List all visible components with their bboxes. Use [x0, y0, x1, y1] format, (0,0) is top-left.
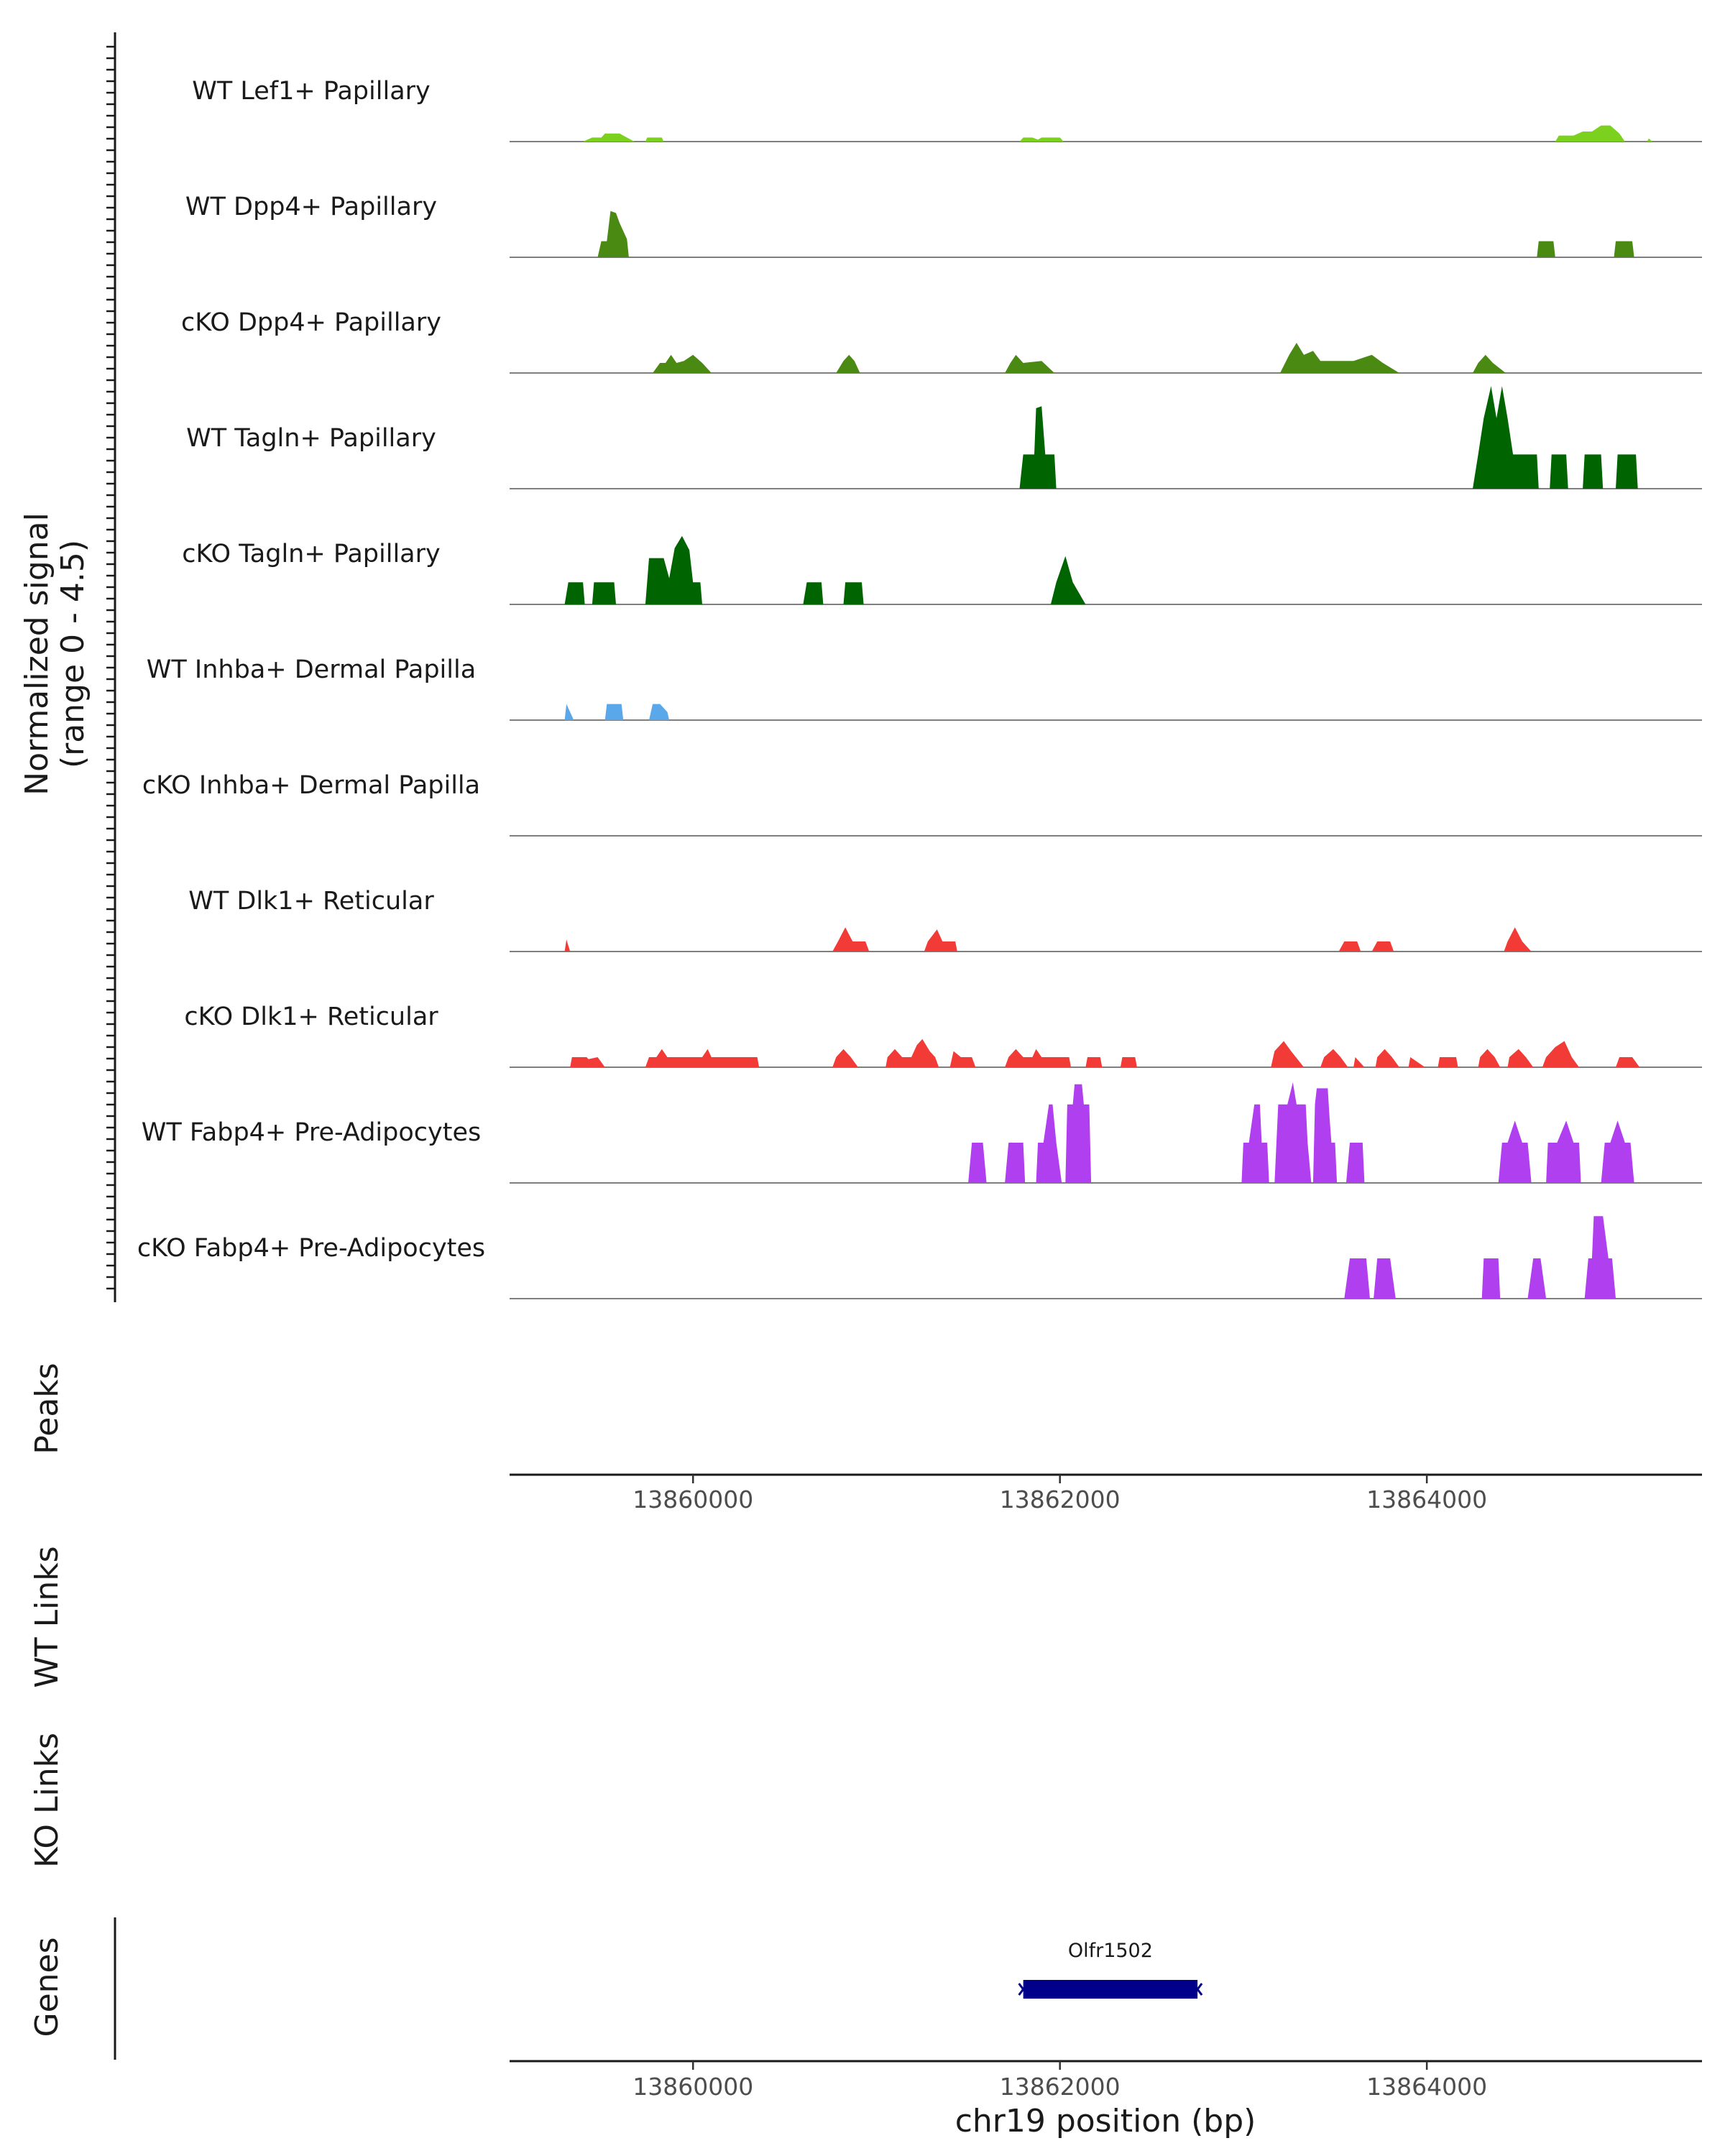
genes-x-axis-ticks: 13860000 13862000 13864000 — [632, 2061, 1487, 2101]
gene-body — [1023, 1980, 1198, 1999]
gene-annotations: Olfr1502 — [1018, 1940, 1203, 1999]
track-label: cKO Dpp4+ Papillary — [181, 308, 441, 337]
x-tick-label: 13860000 — [632, 2073, 753, 2101]
gene-strand-marker — [1018, 1983, 1029, 1996]
track-signal-area — [597, 211, 1634, 257]
track-signal-area — [564, 927, 1532, 952]
track-signal-area — [564, 704, 670, 720]
track-label: cKO Tagln+ Papillary — [182, 540, 441, 568]
track-signal-area — [570, 1038, 1640, 1067]
track-signal-area — [968, 1082, 1634, 1183]
x-tick-label: 13862000 — [1000, 1485, 1121, 1514]
peaks-panel-label: Peaks — [29, 1363, 65, 1454]
track-label: WT Fabp4+ Pre-Adipocytes — [142, 1118, 481, 1147]
gene-strand-marker — [1192, 1983, 1203, 1996]
track-6: WT Inhba+ Dermal Papilla — [147, 655, 1702, 721]
track-9: cKO Dlk1+ Reticular — [184, 1003, 1702, 1068]
track-11: cKO Fabp4+ Pre-Adipocytes — [137, 1216, 1702, 1299]
wt-links-panel-label: WT Links — [29, 1546, 65, 1687]
track-label: WT Dlk1+ Reticular — [188, 887, 434, 916]
signal-axis-title-line2: (range 0 - 4.5) — [55, 540, 91, 768]
track-signal-area — [1019, 386, 1638, 489]
x-tick-label: 13864000 — [1366, 1485, 1487, 1514]
x-tick-label: 13864000 — [1366, 2073, 1487, 2101]
track-label: WT Dpp4+ Papillary — [185, 193, 437, 221]
track-7: cKO Inhba+ Dermal Papilla — [142, 771, 1702, 837]
track-signal-area — [583, 125, 1653, 142]
track-10: WT Fabp4+ Pre-Adipocytes — [142, 1082, 1702, 1184]
x-axis-title: chr19 position (bp) — [955, 2103, 1256, 2139]
track-2: WT Dpp4+ Papillary — [185, 193, 1702, 258]
x-tick-label: 13862000 — [1000, 2073, 1121, 2101]
genes-panel-label: Genes — [29, 1937, 65, 2037]
track-label: WT Lef1+ Papillary — [192, 77, 431, 106]
x-tick-label: 13860000 — [632, 1485, 753, 1514]
track-label: cKO Inhba+ Dermal Papilla — [142, 771, 480, 800]
signal-axis-ticks — [106, 45, 115, 1290]
track-signal-area — [653, 343, 1506, 373]
track-5: cKO Tagln+ Papillary — [182, 535, 1702, 605]
track-label: cKO Dlk1+ Reticular — [184, 1003, 438, 1031]
ko-links-panel-label: KO Links — [29, 1733, 65, 1868]
track-label: cKO Fabp4+ Pre-Adipocytes — [137, 1234, 485, 1263]
track-signal-area — [1344, 1216, 1616, 1299]
track-signal-area — [564, 535, 1086, 604]
track-4: WT Tagln+ Papillary — [186, 386, 1702, 489]
signal-axis-title: Normalized signal (range 0 - 4.5) — [19, 512, 91, 796]
gene-label: Olfr1502 — [1068, 1940, 1153, 1962]
track-label: WT Tagln+ Papillary — [186, 424, 436, 453]
coverage-tracks: WT Lef1+ Papillary WT Dpp4+ Papillary cKO … — [137, 77, 1702, 1299]
track-3: cKO Dpp4+ Papillary — [181, 308, 1702, 374]
track-1: WT Lef1+ Papillary — [192, 77, 1702, 142]
track-label: WT Inhba+ Dermal Papilla — [147, 655, 476, 684]
signal-axis-title-line1: Normalized signal — [19, 512, 55, 796]
track-8: WT Dlk1+ Reticular — [188, 887, 1702, 952]
peaks-x-axis-ticks: 13860000 13862000 13864000 — [632, 1475, 1487, 1514]
